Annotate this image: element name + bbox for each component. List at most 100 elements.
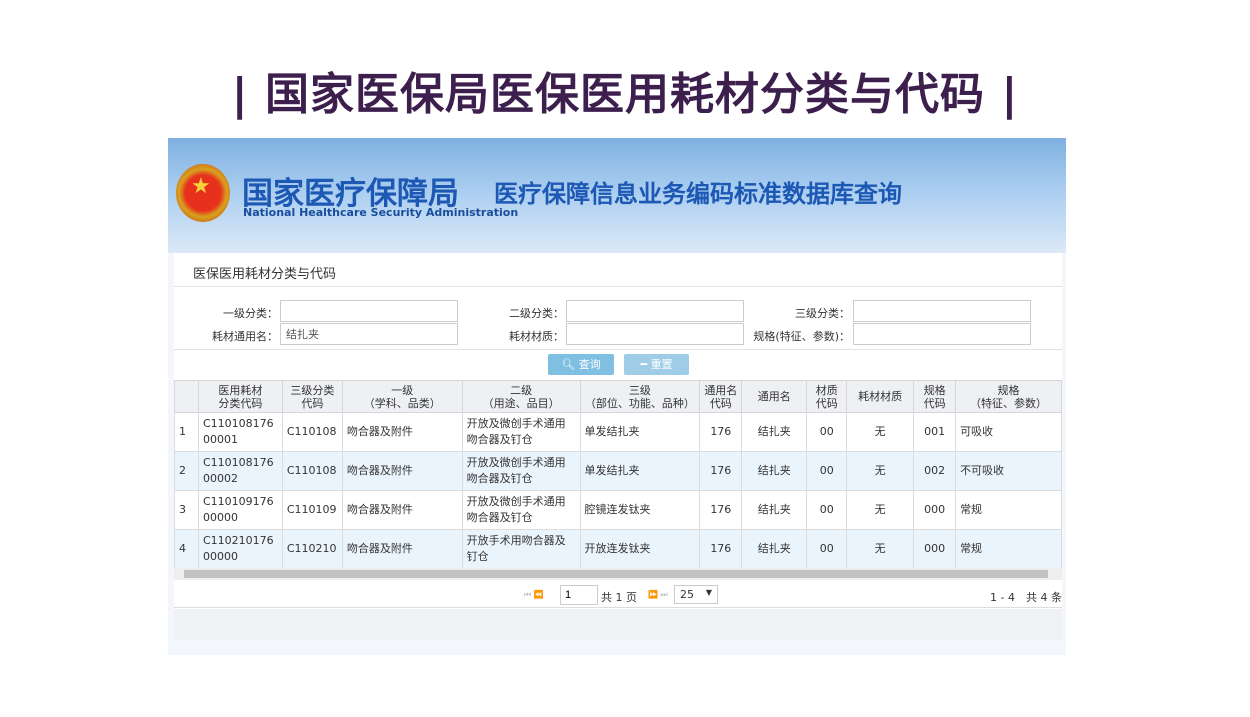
page-size-select[interactable]: 25 ▼ — [674, 585, 718, 604]
table-cell: 单发结扎夹 — [579, 412, 701, 452]
query-panel: 医保医用耗材分类与代码 一级分类： 二级分类： 三级分类： 耗材通用名： 耗材材… — [174, 253, 1062, 640]
table-cell: 无 — [846, 412, 915, 452]
generic-name-input[interactable] — [280, 323, 458, 345]
column-header: 规格 代码 — [913, 380, 957, 413]
material-label: 耗材材质： — [509, 330, 564, 343]
reset-button[interactable]: ━ 重置 — [624, 354, 689, 375]
table-cell: 000 — [913, 490, 957, 530]
column-header: 规格 （特征、参数） — [955, 380, 1062, 413]
column-header: 通用名 — [741, 380, 808, 413]
spec-label: 规格(特征、参数)： — [753, 330, 850, 343]
horizontal-scrollbar[interactable] — [174, 568, 1062, 580]
record-summary: 1 - 4 共 4 条 — [990, 591, 1062, 604]
search-button[interactable]: 🔍︎ 查询 — [548, 354, 614, 375]
table-cell: 176 — [699, 412, 743, 452]
level1-input[interactable] — [280, 300, 458, 322]
table-cell: C11010817600001 — [197, 412, 283, 452]
table-cell: 1 — [174, 412, 199, 452]
table-cell: 常规 — [955, 529, 1062, 569]
column-header: 医用耗材 分类代码 — [197, 380, 283, 413]
page-input[interactable] — [560, 585, 598, 605]
generic-name-label: 耗材通用名： — [212, 330, 278, 343]
table-cell: 无 — [846, 490, 915, 530]
scrollbar-thumb[interactable] — [184, 570, 1048, 578]
table-cell: 3 — [174, 490, 199, 530]
banner-english-title: National Healthcare Security Administrat… — [243, 206, 519, 219]
table-cell: 00 — [806, 490, 848, 530]
column-header: 材质 代码 — [806, 380, 848, 413]
column-header: 耗材材质 — [846, 380, 915, 413]
table-cell: 可吸收 — [955, 412, 1062, 452]
table-cell: C110109 — [281, 490, 343, 530]
table-cell: 开放连发钛夹 — [579, 529, 701, 569]
footer-area — [174, 609, 1062, 640]
table-cell: 单发结扎夹 — [579, 451, 701, 491]
minus-icon: ━ — [640, 358, 648, 371]
table-row[interactable]: 3 C11010917600000 C110109 吻合器及附件 开放及微创手术通用吻合… — [174, 490, 1062, 530]
first-prev-page-icon[interactable]: ⏮ ⏪ — [524, 590, 544, 599]
level1-label: 一级分类： — [223, 307, 278, 320]
table-cell: C110108 — [281, 451, 343, 491]
table-cell: 00 — [806, 529, 848, 569]
table-cell: 开放及微创手术通用吻合器及钉仓 — [461, 490, 581, 530]
column-header: 三级 （部位、功能、品种） — [579, 380, 701, 413]
column-header: 通用名 代码 — [699, 380, 743, 413]
table-cell: 176 — [699, 451, 743, 491]
column-header: 一级 （学科、品类） — [341, 380, 463, 413]
table-cell: 无 — [846, 529, 915, 569]
table-cell: 吻合器及附件 — [341, 529, 463, 569]
table-row[interactable]: 4 C11021017600000 C110210 吻合器及附件 开放手术用吻合器及钉仓… — [174, 529, 1062, 569]
table-cell: 001 — [913, 412, 957, 452]
table-cell: 开放手术用吻合器及钉仓 — [461, 529, 581, 569]
search-icon: 🔍︎ — [561, 358, 576, 371]
level3-label: 三级分类： — [795, 307, 850, 320]
table-cell: 176 — [699, 529, 743, 569]
table-cell: 结扎夹 — [741, 490, 808, 530]
table-cell: 腔镜连发钛夹 — [579, 490, 701, 530]
column-header: 三级分类 代码 — [281, 380, 343, 413]
table-cell: 吻合器及附件 — [341, 412, 463, 452]
table-cell: 吻合器及附件 — [341, 451, 463, 491]
table-cell: 无 — [846, 451, 915, 491]
results-table: 医用耗材 分类代码 三级分类 代码 一级 （学科、品类） 二级 （用途、品目） 三级 （… — [174, 380, 1062, 569]
table-cell: 2 — [174, 451, 199, 491]
table-cell: C110108 — [281, 412, 343, 452]
dropdown-arrow-icon: ▼ — [705, 588, 712, 597]
banner-title: 国家医疗保障局 — [242, 176, 459, 212]
table-cell: 176 — [699, 490, 743, 530]
table-row[interactable]: 1 C11010817600001 C110108 吻合器及附件 开放及微创手术通用吻合… — [174, 412, 1062, 452]
material-input[interactable] — [566, 323, 744, 345]
slide-title: | 国家医保局医保医用耗材分类与代码 | — [231, 69, 1019, 120]
table-cell: 结扎夹 — [741, 412, 808, 452]
table-cell: 开放及微创手术通用吻合器及钉仓 — [461, 412, 581, 452]
screenshot-frame: ★ 国家医疗保障局 医疗保障信息业务编码标准数据库查询 National Hea… — [168, 138, 1066, 655]
level2-label: 二级分类： — [509, 307, 564, 320]
level3-input[interactable] — [853, 300, 1031, 322]
table-cell: 结扎夹 — [741, 529, 808, 569]
table-cell: 不可吸收 — [955, 451, 1062, 491]
table-cell: 002 — [913, 451, 957, 491]
banner: ★ 国家医疗保障局 医疗保障信息业务编码标准数据库查询 National Hea… — [168, 138, 1066, 253]
table-cell: C11010917600000 — [197, 490, 283, 530]
table-cell: 00 — [806, 451, 848, 491]
spec-input[interactable] — [853, 323, 1031, 345]
table-cell: 吻合器及附件 — [341, 490, 463, 530]
panel-title: 医保医用耗材分类与代码 — [174, 253, 1062, 287]
next-last-page-icon[interactable]: ⏩ ⏭ — [648, 590, 668, 599]
pager: ⏮ ⏪ 共 1 页 ⏩ ⏭ 25▼ 1 - 4 共 4 条 — [174, 583, 1062, 608]
level2-input[interactable] — [566, 300, 744, 322]
table-cell: 结扎夹 — [741, 451, 808, 491]
table-row[interactable]: 2 C11010817600002 C110108 吻合器及附件 开放及微创手术通用吻合… — [174, 451, 1062, 491]
divider — [174, 349, 1062, 350]
table-cell: C11021017600000 — [197, 529, 283, 569]
total-pages: 共 1 页 — [601, 591, 637, 604]
table-cell: C110210 — [281, 529, 343, 569]
table-cell: 常规 — [955, 490, 1062, 530]
national-emblem-icon: ★ — [176, 164, 230, 222]
column-header: 二级 （用途、品目） — [461, 380, 581, 413]
table-cell: 4 — [174, 529, 199, 569]
table-cell: 00 — [806, 412, 848, 452]
column-header — [174, 380, 199, 413]
banner-subtitle: 医疗保障信息业务编码标准数据库查询 — [494, 180, 902, 208]
table-cell: C11010817600002 — [197, 451, 283, 491]
